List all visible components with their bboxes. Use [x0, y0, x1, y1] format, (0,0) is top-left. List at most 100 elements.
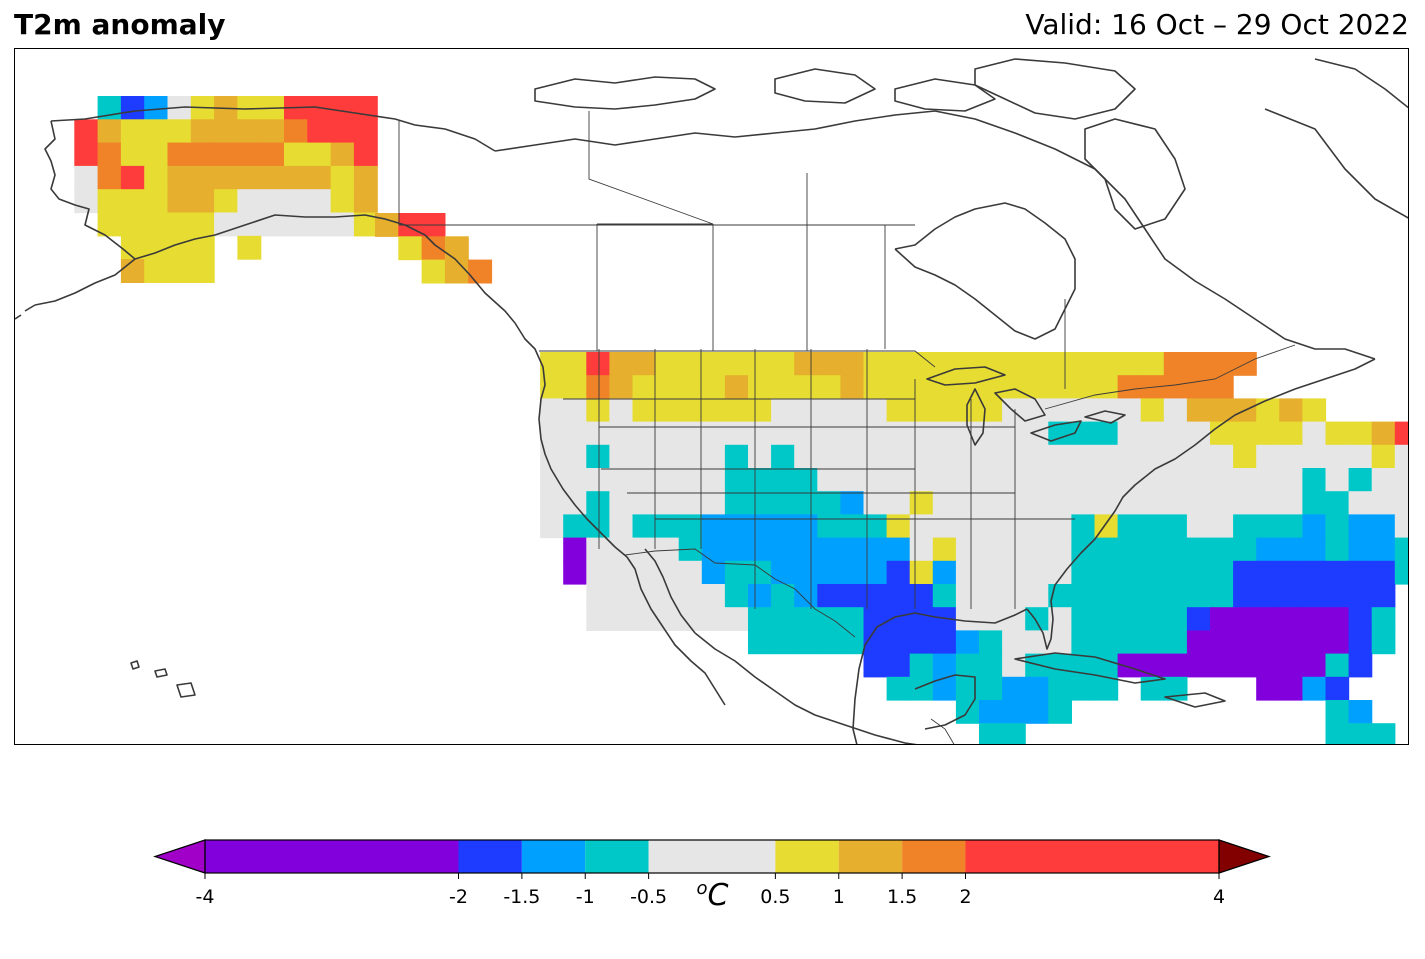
conus-grid-cell — [886, 676, 911, 701]
conus-grid-cell — [1048, 630, 1072, 655]
conus-grid-cell — [678, 491, 703, 515]
conus-grid-cell — [701, 537, 726, 562]
alaska-grid-cell — [214, 142, 238, 167]
conus-grid-cell — [840, 444, 865, 469]
conus-grid-cell — [1325, 514, 1350, 539]
anomaly-grid — [74, 96, 1408, 744]
conus-grid-cell — [1279, 630, 1303, 655]
conus-grid-cell — [909, 491, 934, 515]
conus-grid-cell — [1117, 421, 1142, 446]
alaska-grid-cell — [353, 212, 378, 237]
conus-grid-cell — [609, 537, 634, 562]
conus-grid-cell — [863, 607, 888, 631]
conus-grid-cell — [817, 421, 841, 446]
alaska-grid-cell — [307, 189, 332, 214]
conus-grid-cell — [1117, 537, 1142, 562]
conus-grid-cell — [794, 630, 818, 655]
conus-grid-cell — [932, 653, 957, 678]
conus-grid-cell — [1233, 630, 1257, 655]
conus-grid-cell — [1163, 560, 1188, 585]
conus-grid-cell — [678, 421, 703, 446]
alaska-grid-cell — [144, 189, 169, 214]
conus-grid-cell — [979, 398, 1003, 423]
conus-grid-cell — [655, 514, 680, 539]
conus-grid-cell — [909, 444, 934, 469]
conus-grid-cell — [955, 584, 980, 608]
alaska-grid-cell — [214, 189, 238, 214]
conus-grid-cell — [1117, 398, 1142, 423]
conus-grid-cell — [771, 630, 795, 655]
conus-grid-cell — [1140, 398, 1165, 423]
alaska-grid-cell — [74, 119, 99, 144]
alaska-grid-cell — [167, 119, 192, 144]
conus-grid-cell — [1233, 444, 1257, 469]
conus-grid-cell — [771, 491, 795, 515]
conus-grid-cell — [863, 537, 888, 562]
conus-grid-cell — [886, 398, 911, 423]
colorbar-tick-label: -2 — [449, 886, 468, 908]
conus-grid-cell — [540, 398, 564, 423]
alaska-grid-cell — [237, 165, 262, 190]
conus-grid-cell — [701, 468, 726, 492]
conus-grid-cell — [932, 444, 957, 469]
conus-grid-cell — [1210, 491, 1234, 515]
conus-grid-cell — [1210, 444, 1234, 469]
alaska-grid-cell — [330, 189, 355, 214]
conus-grid-cell — [678, 607, 703, 631]
conus-grid-cell — [701, 421, 726, 446]
conus-grid-cell — [609, 375, 634, 399]
conus-grid-cell — [1140, 537, 1165, 562]
conus-grid-cell — [1325, 421, 1350, 446]
conus-grid-cell — [1348, 537, 1373, 562]
conus-grid-cell — [840, 398, 865, 423]
conus-grid-cell — [1371, 584, 1396, 608]
panhandle-grid-cell — [421, 259, 446, 284]
conus-grid-cell — [1302, 468, 1327, 492]
conus-grid-cell — [655, 352, 680, 376]
conus-grid-cell — [1348, 514, 1373, 539]
conus-grid-cell — [794, 584, 818, 608]
conus-grid-cell — [979, 607, 1003, 631]
conus-grid-cell — [1094, 352, 1119, 376]
conus-grid-cell — [1233, 607, 1257, 631]
conus-grid-cell — [724, 375, 749, 399]
conus-grid-cell — [979, 352, 1003, 376]
conus-grid-cell — [632, 491, 657, 515]
conus-grid-cell — [748, 398, 772, 423]
conus-grid-cell — [1233, 537, 1257, 562]
colorbar-bins — [153, 839, 1271, 874]
conus-grid-cell — [840, 560, 865, 585]
conus-grid-cell — [817, 491, 841, 515]
conus-grid-cell — [1048, 444, 1072, 469]
conus-grid-cell — [1025, 514, 1049, 539]
conus-grid-cell — [1210, 514, 1234, 539]
conus-grid-cell — [1279, 584, 1303, 608]
conus-grid-cell — [932, 560, 957, 585]
alaska-grid-cell — [120, 96, 145, 120]
conus-grid-cell — [1025, 700, 1049, 724]
colorbar-tick-label: -1.5 — [503, 886, 540, 908]
alaska-grid-cell — [330, 119, 355, 144]
conus-grid-cell — [932, 491, 957, 515]
conus-grid-cell — [979, 653, 1003, 678]
conus-grid-cell — [1186, 375, 1211, 399]
alaska-grid-cell — [237, 212, 262, 237]
conus-grid-cell — [1117, 514, 1142, 539]
conus-grid-cell — [632, 514, 657, 539]
conus-grid-cell — [794, 560, 818, 585]
conus-grid-cell — [1371, 468, 1396, 492]
conus-grid-cell — [632, 421, 657, 446]
conus-grid-cell — [1140, 352, 1165, 376]
conus-grid-cell — [979, 700, 1003, 724]
conus-grid-cell — [979, 537, 1003, 562]
conus-grid-cell — [1394, 514, 1408, 539]
conus-grid-cell — [794, 444, 818, 469]
conus-grid-cell — [1233, 560, 1257, 585]
conus-grid-cell — [955, 560, 980, 585]
alaska-grid-cell — [120, 142, 145, 167]
conus-grid-cell — [1048, 653, 1072, 678]
alaska-grid-cell — [167, 259, 192, 283]
conus-grid-cell — [563, 375, 587, 399]
conus-grid-cell — [655, 468, 680, 492]
colorbar-bin — [648, 840, 776, 873]
